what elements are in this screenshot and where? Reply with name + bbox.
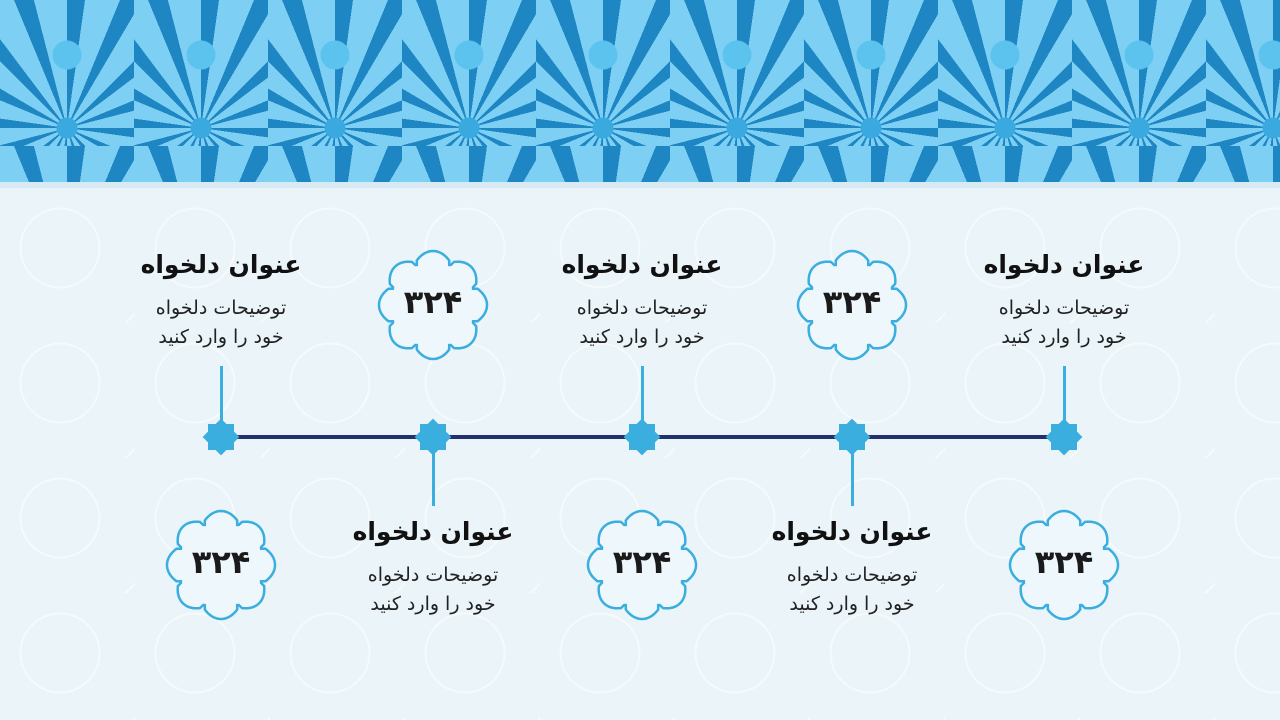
timeline-connector xyxy=(220,366,223,436)
item-description: توضیحات دلخواه xyxy=(998,297,1130,319)
timeline-connector xyxy=(432,438,435,506)
scalloped-frame-icon xyxy=(586,509,698,621)
badge-number: ۳۲۴ xyxy=(191,543,251,581)
item-title: عنوان دلخواه xyxy=(983,250,1145,279)
scalloped-frame-icon xyxy=(165,509,277,621)
timeline-connector xyxy=(1063,366,1066,436)
timeline-item-text: عنوان دلخواه توضیحات دلخواه خود را وارد ک… xyxy=(742,517,962,619)
number-badge: ۳۲۴ xyxy=(161,503,281,627)
decorative-pattern-banner xyxy=(0,0,1280,188)
badge-number: ۳۲۴ xyxy=(822,283,882,321)
number-badge: ۳۲۴ xyxy=(1004,503,1124,627)
timeline-item-text: عنوان دلخواه توضیحات دلخواه خود را وارد ک… xyxy=(111,250,331,352)
item-description: خود را وارد کنید xyxy=(370,593,496,615)
item-description: توضیحات دلخواه xyxy=(367,564,499,586)
item-description: خود را وارد کنید xyxy=(1001,326,1127,348)
timeline-item-text: عنوان دلخواه توضیحات دلخواه خود را وارد ک… xyxy=(954,250,1174,352)
number-badge: ۳۲۴ xyxy=(373,243,493,367)
item-description: خود را وارد کنید xyxy=(789,593,915,615)
item-title: عنوان دلخواه xyxy=(771,517,933,546)
number-badge: ۳۲۴ xyxy=(792,243,912,367)
item-title: عنوان دلخواه xyxy=(352,517,514,546)
item-description: توضیحات دلخواه xyxy=(155,297,287,319)
timeline-connector xyxy=(851,438,854,506)
item-description: خود را وارد کنید xyxy=(579,326,705,348)
timeline-item-text: عنوان دلخواه توضیحات دلخواه خود را وارد ک… xyxy=(323,517,543,619)
timeline-connector xyxy=(641,366,644,436)
scalloped-frame-icon xyxy=(796,249,908,361)
item-title: عنوان دلخواه xyxy=(140,250,302,279)
badge-number: ۳۲۴ xyxy=(1034,543,1094,581)
item-description: توضیحات دلخواه xyxy=(786,564,918,586)
timeline-item-text: عنوان دلخواه توضیحات دلخواه خود را وارد ک… xyxy=(532,250,752,352)
item-title: عنوان دلخواه xyxy=(561,250,723,279)
badge-number: ۳۲۴ xyxy=(403,283,463,321)
item-description: توضیحات دلخواه xyxy=(576,297,708,319)
scalloped-frame-icon xyxy=(1008,509,1120,621)
item-description: خود را وارد کنید xyxy=(158,326,284,348)
badge-number: ۳۲۴ xyxy=(612,543,672,581)
number-badge: ۳۲۴ xyxy=(582,503,702,627)
scalloped-frame-icon xyxy=(377,249,489,361)
